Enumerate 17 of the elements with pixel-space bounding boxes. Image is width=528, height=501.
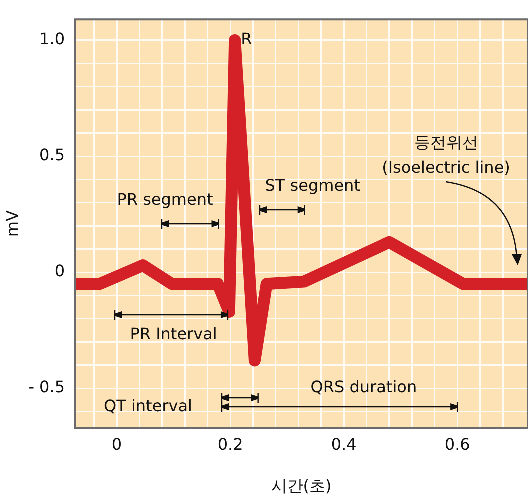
y-tick-label: 0.5 <box>40 146 65 165</box>
y-tick-label: 0 <box>54 262 65 281</box>
x-tick-label: 0 <box>112 434 122 454</box>
x-tick-label: 0.2 <box>218 434 244 454</box>
annotation: QT interval <box>104 396 192 416</box>
x-tick-label: 0.4 <box>331 434 357 454</box>
y-tick-label: - 0.5 <box>28 378 65 397</box>
y-tick-label: 1.0 <box>40 30 65 49</box>
annotation: PR Interval <box>130 324 218 344</box>
annotation: PR segment <box>117 190 214 209</box>
y-axis-title: mV <box>2 210 22 238</box>
annotation: R <box>241 30 252 49</box>
annotation: 등전위선 (Isoelectric line) <box>382 133 510 178</box>
x-axis-title: 시간(초) <box>271 476 332 496</box>
annotation: QRS duration <box>310 378 418 397</box>
annotation: ST segment <box>265 176 360 195</box>
x-tick-label: 0.6 <box>444 434 470 454</box>
